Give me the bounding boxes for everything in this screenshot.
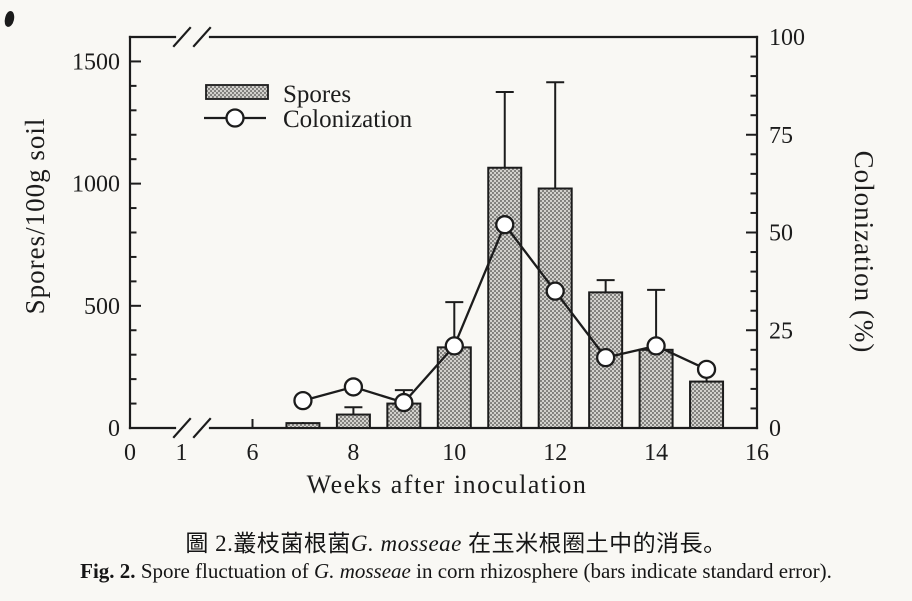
- axis-break-slash: [172, 417, 192, 439]
- colonization-markers: [293, 215, 717, 413]
- caption-en-text2: in corn rhizosphere (bars indicate stand…: [410, 559, 832, 583]
- x-tick-label: 1: [176, 440, 188, 466]
- caption-english: Fig. 2. Spore fluctuation of G. mosseae …: [0, 559, 912, 584]
- x-tick-label: 6: [247, 440, 259, 466]
- left-axis-title: Spores/100g soil: [20, 118, 50, 315]
- legend-spores-label: Spores: [283, 81, 351, 108]
- caption-chinese: 圖 2.叢枝菌根菌G. mosseae 在玉米根圈土中的消長。: [0, 524, 912, 558]
- axis-break-slash: [192, 26, 212, 48]
- x-tick-label: 16: [745, 440, 769, 466]
- axis-break-slash: [192, 417, 212, 439]
- colonization-point-week-15: [696, 359, 717, 380]
- colonization-point-week-8: [343, 377, 364, 397]
- x-tick-label: 12: [543, 440, 567, 466]
- x-tick-label: 8: [347, 440, 359, 466]
- x-tick-label: 10: [442, 440, 466, 466]
- right-tick-label: 75: [769, 123, 793, 149]
- colonization-point-week-12: [545, 281, 565, 301]
- caption-zh-suffix: 在玉米根圈土中的消長。: [461, 531, 727, 556]
- right-tick-label: 25: [769, 318, 793, 344]
- x-axis-title: Weeks after inoculation: [307, 470, 588, 499]
- bar-week-11: [487, 166, 523, 429]
- left-tick-label: 1500: [72, 49, 120, 75]
- caption-en-species: G. mosseae: [314, 559, 411, 583]
- caption-zh-species: G. mosseae: [350, 531, 462, 556]
- x-tick-label: 14: [644, 440, 668, 466]
- legend-colonization-marker: [225, 108, 245, 128]
- right-axis-title: Colonization (%): [849, 151, 879, 354]
- colonization-point-week-14: [646, 336, 666, 356]
- colonization-point-week-11: [495, 215, 515, 235]
- bar-week-8: [335, 413, 371, 430]
- legend-colonization-label: Colonization: [283, 106, 413, 133]
- bar-week-7: [285, 422, 321, 429]
- axis-titles: Spores/100g soil Colonization (%) Weeks af…: [20, 118, 879, 499]
- caption-en-figlabel: Fig. 2.: [80, 559, 136, 583]
- colonization-point-week-13: [596, 347, 616, 368]
- bar-week-14: [638, 348, 674, 429]
- right-tick-label: 50: [769, 221, 793, 247]
- bar-week-15: [689, 380, 725, 430]
- left-tick-label: 1000: [72, 172, 120, 198]
- axis-break-slash: [172, 26, 192, 48]
- right-tick-label: 100: [769, 25, 805, 51]
- legend-spores-swatch: [205, 84, 269, 100]
- caption-en-text1: Spore fluctuation of: [135, 559, 315, 583]
- colonization-point-week-7: [293, 390, 313, 411]
- left-tick-label: 500: [84, 294, 120, 320]
- bar-week-10: [436, 346, 472, 430]
- x-tick-label: 0: [124, 440, 136, 466]
- left-tick-label: 0: [108, 416, 120, 442]
- caption-zh-prefix: 圖 2.叢枝菌根菌: [185, 531, 351, 556]
- right-tick-label: 0: [769, 416, 781, 442]
- colonization-point-week-9: [394, 392, 414, 413]
- colonization-point-week-10: [444, 336, 464, 356]
